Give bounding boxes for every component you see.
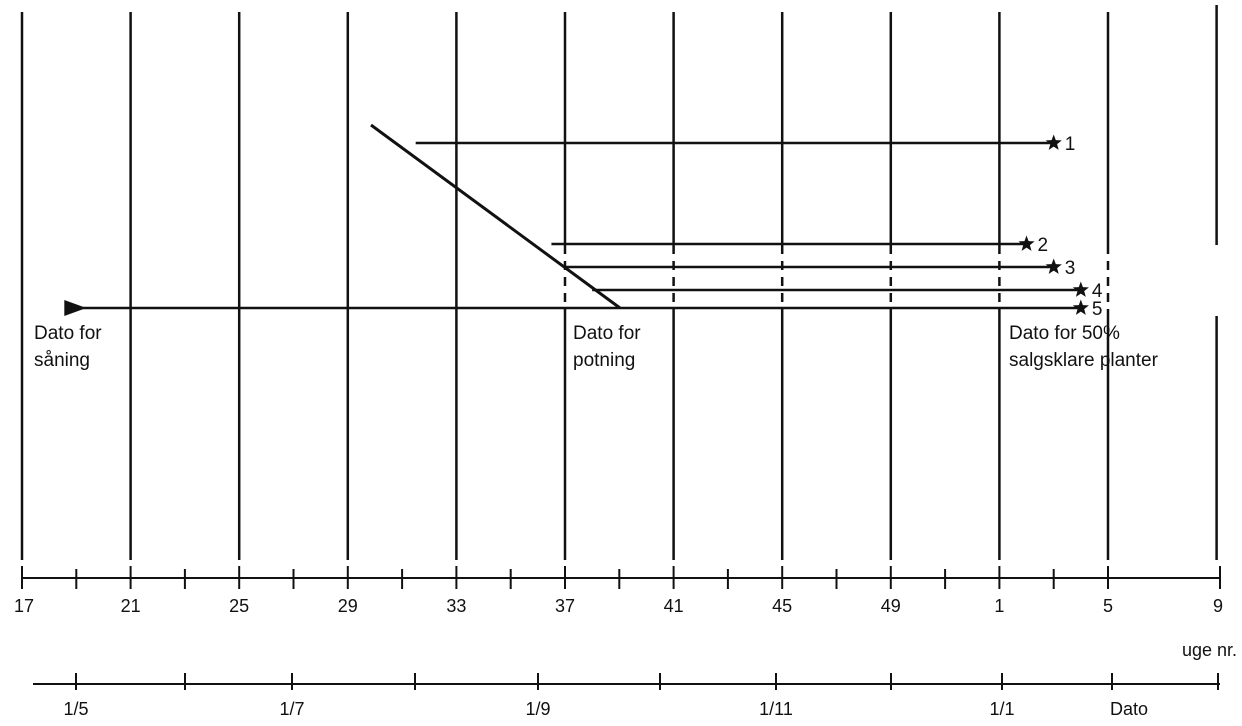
date-label-1: 1/7	[279, 699, 304, 719]
week-label-1: 1	[994, 596, 1004, 616]
week-label-45: 45	[772, 596, 792, 616]
week-label-49: 49	[881, 596, 901, 616]
date-label-0: 1/5	[63, 699, 88, 719]
week-axis-ticks	[21, 566, 1221, 589]
sowing-marker-icon	[64, 300, 87, 316]
ready-star-icon-5	[1072, 299, 1089, 315]
week-label-37: 37	[555, 596, 575, 616]
schedule-label-5: 5	[1092, 299, 1103, 320]
schedule-label-1: 1	[1065, 134, 1076, 155]
week-label-9: 9	[1213, 596, 1223, 616]
schedule-label-2: 2	[1038, 235, 1049, 256]
schedule-label-4: 4	[1092, 281, 1103, 302]
week-label-17: 17	[14, 596, 34, 616]
week-label-5: 5	[1103, 596, 1113, 616]
ready-label-line1: Dato for 50%	[1009, 323, 1120, 344]
date-axis-labels: 1/5 1/7 1/9 1/11 1/1	[63, 699, 1014, 719]
date-axis-title: Dato	[1110, 699, 1148, 719]
week-gridlines	[20, 5, 1218, 560]
ready-star-icon-3	[1045, 258, 1062, 274]
week-label-21: 21	[121, 596, 141, 616]
dashed-gridline-segments	[563, 245, 1110, 316]
date-label-4: 1/1	[989, 699, 1014, 719]
schedule-label-3: 3	[1065, 258, 1076, 279]
ready-label-line2: salgsklare planter	[1009, 350, 1159, 371]
ready-star-icon-2	[1018, 235, 1035, 251]
sowing-label-line1: Dato for	[34, 323, 102, 344]
ready-star-icon-1	[1045, 134, 1062, 150]
week-axis-labels: 17 21 25 29 33 37 41 45 49 1 5 9	[14, 596, 1223, 616]
week-label-33: 33	[446, 596, 466, 616]
ready-star-icon-4	[1072, 281, 1089, 297]
week-axis-title: uge nr.	[1182, 640, 1237, 660]
week-label-25: 25	[229, 596, 249, 616]
potting-label-line1: Dato for	[573, 323, 641, 344]
sowing-label-line2: såning	[34, 350, 90, 371]
potting-label-line2: potning	[573, 350, 635, 371]
date-label-3: 1/11	[759, 699, 793, 719]
potting-date-line	[370, 123, 621, 310]
week-label-29: 29	[338, 596, 358, 616]
week-label-41: 41	[664, 596, 684, 616]
date-label-2: 1/9	[525, 699, 550, 719]
date-axis-ticks	[75, 673, 1219, 690]
